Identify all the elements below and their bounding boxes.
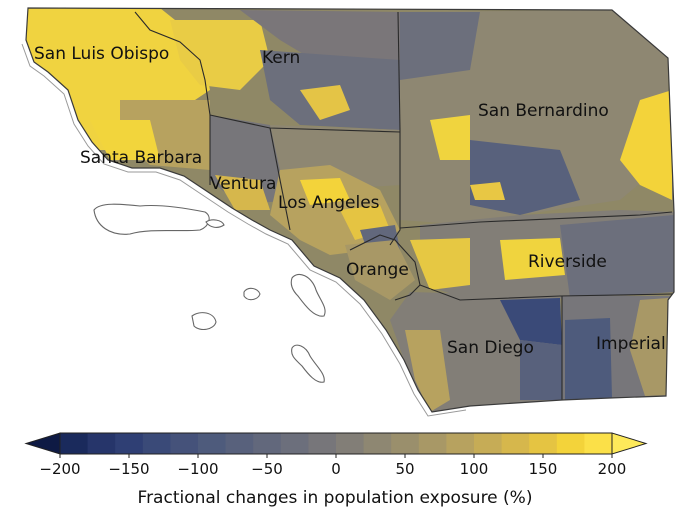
island-santa-barbara xyxy=(243,287,261,301)
colorbar-tick-label: −150 xyxy=(108,460,149,478)
county-labels: San Luis Obispo Kern San Bernardino Sant… xyxy=(34,44,666,358)
colorbar-segment xyxy=(225,433,254,454)
colorbar-tick-label: 0 xyxy=(331,460,341,478)
island-san-nicolas xyxy=(191,312,217,331)
island-santa-cruz xyxy=(93,203,210,235)
island-anacapa xyxy=(205,219,225,228)
colorbar-segment xyxy=(529,433,558,454)
boundary-ventura-la xyxy=(269,127,291,231)
colorbar-tick-label: 100 xyxy=(460,460,489,478)
colorbar-extend-high xyxy=(611,432,648,455)
boundary-orange-sd xyxy=(394,284,421,301)
county-boundaries xyxy=(134,11,673,400)
colorbar-tick-label: 50 xyxy=(395,460,414,478)
colorbar-segment xyxy=(391,433,420,454)
colorbar-tick-label: 200 xyxy=(598,460,627,478)
channel-islands xyxy=(93,203,326,383)
patch-sd-coast xyxy=(405,330,450,412)
patch-ventura-coast xyxy=(215,175,270,210)
patch-kern-north xyxy=(240,10,400,70)
patch-sbd-yellow-2 xyxy=(470,182,505,200)
colorbar-segment xyxy=(584,433,613,454)
colorbar-segment xyxy=(198,433,226,454)
colorbar-segment xyxy=(87,433,116,454)
patch-orange xyxy=(345,240,415,300)
patch-kern-west xyxy=(170,20,270,90)
patch-inland-yellow xyxy=(410,238,470,290)
colorbar-tick-label: −200 xyxy=(39,460,80,478)
patch-la-yellow-1 xyxy=(300,178,350,205)
colorbar-tick-label: −50 xyxy=(251,460,283,478)
patch-riverside-yellow xyxy=(500,238,565,280)
label-orange: Orange xyxy=(346,260,409,280)
colorbar-title: Fractional changes in population exposur… xyxy=(138,488,533,508)
colorbar-tick-label: 150 xyxy=(529,460,558,478)
boundary-la-orange xyxy=(349,234,421,286)
label-santa-barbara: Santa Barbara xyxy=(80,148,202,168)
patch-sb-yellow xyxy=(90,120,160,160)
patch-sbd-yellow xyxy=(430,115,470,160)
colorbar-segment xyxy=(115,433,144,454)
colorbar-segment xyxy=(556,433,585,454)
label-san-bernardino: San Bernardino xyxy=(478,101,609,121)
label-san-luis-obispo: San Luis Obispo xyxy=(34,44,169,64)
label-imperial: Imperial xyxy=(596,334,666,354)
colorbar-tick-label: −100 xyxy=(177,460,218,478)
label-san-diego: San Diego xyxy=(447,338,534,358)
colorbar-segment xyxy=(253,433,282,454)
island-san-clemente xyxy=(291,344,325,383)
colorbar xyxy=(24,432,648,455)
patch-riverside-dark xyxy=(560,215,674,298)
patch-sd-east xyxy=(520,340,562,400)
colorbar-segment xyxy=(280,433,309,454)
colorbar-extend-low xyxy=(24,432,61,455)
colorbar-segment xyxy=(363,433,392,454)
boundary-slo-kern xyxy=(134,11,211,116)
label-ventura: Ventura xyxy=(210,174,276,194)
coastline-halo xyxy=(21,43,467,417)
patch-sbd-east-yellow xyxy=(620,90,672,200)
patch-imperial-yellow xyxy=(630,298,668,396)
label-riverside: Riverside xyxy=(528,252,607,272)
colorbar-segment xyxy=(474,433,502,454)
boundary-riverside-south xyxy=(419,284,673,301)
label-kern: Kern xyxy=(262,48,300,68)
patch-sd-dark xyxy=(500,298,562,345)
island-santa-catalina xyxy=(290,273,326,317)
colorbar-segment xyxy=(336,433,364,454)
patch-kern-yellow xyxy=(300,85,350,120)
colorbar-segment xyxy=(60,433,88,454)
colorbar-segment xyxy=(170,433,199,454)
colorbar-segment xyxy=(501,433,530,454)
exposure-patches xyxy=(26,8,674,412)
colorbar-segment xyxy=(308,433,337,454)
colorbar-ticks: −200 −150 −100 −50 0 50 100 150 200 xyxy=(39,454,626,478)
patch-sbd-grey xyxy=(400,12,480,80)
boundary-sbd-riverside xyxy=(399,211,673,229)
colorbar-segment xyxy=(142,433,171,454)
patch-imperial-dark xyxy=(565,318,612,400)
boundary-kern-sbd xyxy=(397,11,401,131)
region-outline xyxy=(25,7,675,413)
colorbar-segment xyxy=(418,433,447,454)
choropleth-map xyxy=(21,7,675,417)
colorbar-segment xyxy=(446,433,475,454)
label-los-angeles: Los Angeles xyxy=(278,193,380,213)
